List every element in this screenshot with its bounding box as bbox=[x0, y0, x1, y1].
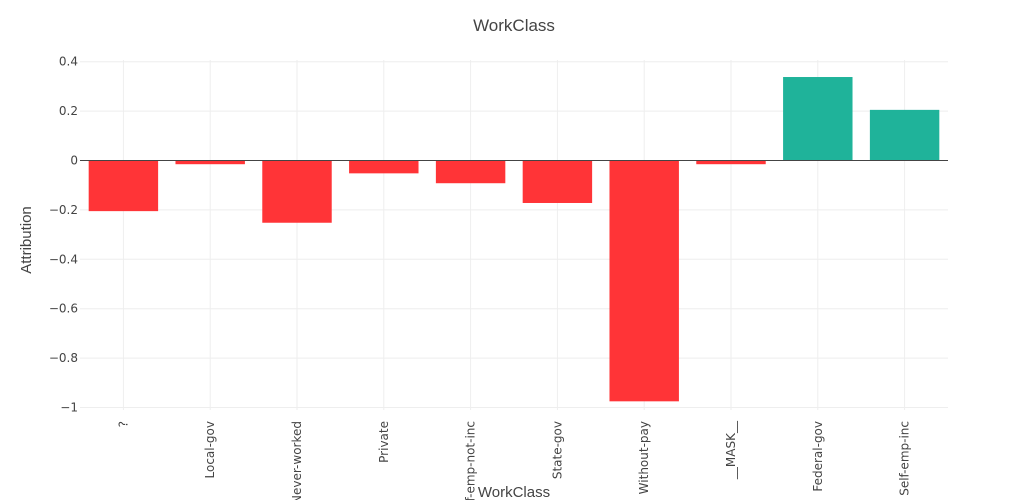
bars-layer bbox=[88, 77, 940, 402]
y-tick-label: −1 bbox=[60, 401, 78, 415]
y-tick-label: −0.4 bbox=[49, 252, 78, 266]
x-tick-label: Federal-gov bbox=[811, 421, 825, 492]
chart-title: WorkClass bbox=[473, 16, 555, 35]
bar-8 bbox=[783, 77, 853, 161]
x-tick-label: Never-worked bbox=[290, 421, 304, 500]
bar-3 bbox=[349, 160, 419, 174]
y-tick-label: −0.2 bbox=[49, 203, 78, 217]
y-tick-label: 0.2 bbox=[59, 104, 78, 118]
bar-2 bbox=[262, 160, 332, 223]
bar-6 bbox=[609, 160, 679, 402]
bar-9 bbox=[869, 109, 940, 161]
x-axis-title: WorkClass bbox=[478, 484, 550, 500]
y-tick-labels: 0.4 0.2 0 −0.2 −0.4 −0.6 −0.8 −1 bbox=[49, 55, 78, 415]
x-tick-label: __MASK__ bbox=[724, 420, 738, 480]
x-tick-labels: ? Local-gov Never-worked Private Self-emp-no… bbox=[116, 420, 911, 500]
x-tick-label: ? bbox=[116, 421, 130, 427]
bar-1 bbox=[175, 160, 245, 165]
bar-7 bbox=[696, 160, 766, 165]
x-tick-label: Self-emp-inc bbox=[898, 421, 912, 496]
bar-5 bbox=[522, 160, 593, 203]
x-tick-label: State-gov bbox=[550, 421, 564, 479]
x-tick-label: Private bbox=[377, 421, 391, 463]
bar-4 bbox=[435, 160, 506, 184]
x-tick-label: Local-gov bbox=[203, 421, 217, 479]
y-tick-label: 0.4 bbox=[59, 55, 78, 69]
y-axis-title: Attribution bbox=[18, 206, 35, 274]
y-tick-label: −0.8 bbox=[49, 351, 78, 365]
x-tick-label: Self-emp-not-inc bbox=[464, 421, 478, 500]
x-tick-label: Without-pay bbox=[637, 421, 651, 494]
y-tick-label: −0.6 bbox=[49, 302, 78, 316]
y-tick-label: 0 bbox=[70, 154, 78, 168]
bar-0 bbox=[88, 160, 159, 212]
